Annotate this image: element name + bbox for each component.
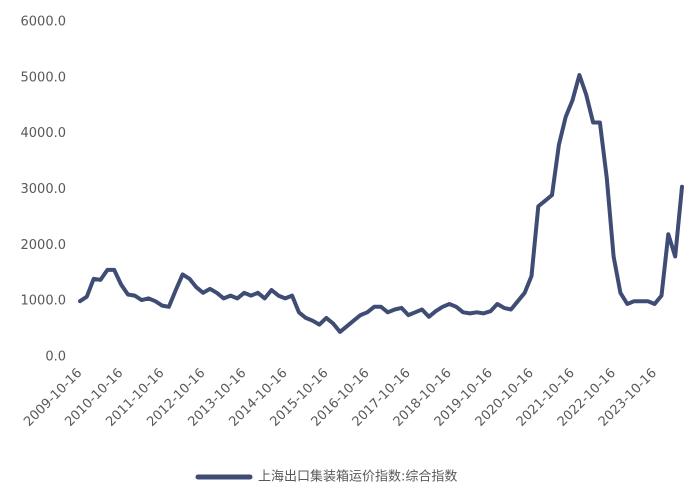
y-tick-label: 5000.0 bbox=[21, 70, 67, 85]
line-series bbox=[78, 73, 684, 334]
y-tick-label: 0.0 bbox=[45, 350, 66, 365]
y-tick-label: 4000.0 bbox=[21, 126, 67, 141]
legend-label: 上海出口集装箱运价指数:综合指数 bbox=[258, 469, 457, 485]
y-tick-label: 1000.0 bbox=[21, 294, 67, 309]
y-tick-label: 3000.0 bbox=[21, 182, 67, 197]
y-tick-label: 6000.0 bbox=[21, 15, 67, 30]
y-tick-label: 2000.0 bbox=[21, 238, 67, 253]
